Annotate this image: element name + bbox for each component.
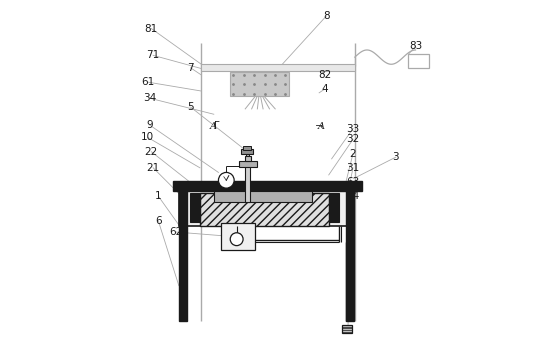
Text: A: A: [210, 121, 217, 131]
Text: 1: 1: [155, 191, 162, 201]
Text: A: A: [318, 121, 325, 131]
Text: 3: 3: [393, 152, 399, 162]
Text: 34: 34: [143, 93, 156, 103]
Bar: [201, 64, 355, 71]
Text: 61: 61: [141, 77, 154, 87]
Circle shape: [219, 172, 234, 188]
Text: 64: 64: [346, 191, 360, 201]
Bar: [200, 193, 329, 226]
Bar: [244, 156, 251, 161]
Bar: [247, 153, 249, 156]
Bar: [346, 191, 354, 321]
Bar: [179, 191, 187, 321]
Bar: [173, 181, 362, 191]
Text: 4: 4: [321, 84, 328, 94]
Bar: [190, 193, 200, 222]
Bar: [243, 146, 251, 150]
Text: 81: 81: [145, 24, 158, 34]
Text: 71: 71: [147, 50, 160, 60]
Bar: [329, 193, 339, 222]
Circle shape: [230, 233, 243, 246]
Bar: [341, 325, 351, 333]
Text: 62: 62: [170, 227, 183, 237]
Text: 9: 9: [146, 120, 153, 130]
Bar: [179, 191, 354, 226]
Text: 21: 21: [147, 163, 160, 173]
Text: $\Gamma$: $\Gamma$: [213, 119, 221, 131]
Text: 33: 33: [346, 124, 360, 134]
Text: 2: 2: [350, 149, 356, 159]
Bar: [221, 223, 255, 250]
Text: 32: 32: [346, 134, 360, 144]
Text: $\neg$: $\neg$: [314, 121, 323, 131]
Text: 10: 10: [141, 132, 154, 142]
Bar: [214, 191, 312, 202]
Text: 22: 22: [145, 147, 158, 157]
Text: 7: 7: [187, 63, 194, 73]
Bar: [408, 54, 429, 68]
Bar: [239, 161, 256, 167]
Bar: [245, 166, 249, 202]
Text: 63: 63: [346, 177, 360, 187]
Bar: [230, 72, 289, 96]
Text: 82: 82: [318, 70, 331, 80]
Text: 83: 83: [409, 41, 422, 51]
Bar: [242, 149, 253, 154]
Text: 8: 8: [323, 11, 329, 21]
Text: 5: 5: [187, 102, 194, 112]
Text: 6: 6: [155, 216, 162, 226]
Text: 31: 31: [346, 163, 360, 173]
